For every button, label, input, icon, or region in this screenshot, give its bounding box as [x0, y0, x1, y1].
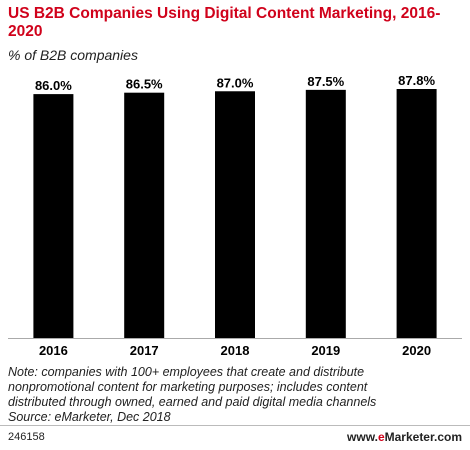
chart-id: 246158 [8, 431, 45, 443]
bar-2020[interactable] [396, 89, 437, 338]
chart-note: Note: companies with 100+ employees that… [8, 365, 463, 425]
data-label-2020: 87.8% [398, 73, 435, 88]
x-tick-label-2018: 2018 [221, 343, 250, 358]
note-line: nonpromotional content for marketing pur… [8, 380, 368, 394]
bar-2018[interactable] [215, 91, 255, 338]
data-label-2016: 86.0% [35, 78, 72, 93]
brand-prefix: www. [347, 430, 378, 444]
x-tick-label-2017: 2017 [130, 343, 159, 358]
source-line: Source: eMarketer, Dec 2018 [8, 410, 171, 424]
x-tick-label-2016: 2016 [39, 343, 68, 358]
bar-2016[interactable] [33, 94, 74, 338]
bar-2017[interactable] [124, 92, 165, 338]
data-label-2019: 87.5% [307, 74, 344, 89]
x-tick-label-2020: 2020 [402, 343, 431, 358]
x-tick-label-2019: 2019 [311, 343, 340, 358]
data-label-2018: 87.0% [217, 75, 254, 90]
brand-suffix: Marketer.com [384, 430, 462, 444]
note-line: Note: companies with 100+ employees that… [8, 365, 365, 379]
bar-chart: 86.0% 2016 86.5% 2017 87.0% 2018 87.5% 2019 87.8… [8, 73, 462, 358]
chart-subtitle: % of B2B companies [8, 47, 138, 63]
brand-logo[interactable]: www.eMarketer.com [347, 430, 462, 444]
note-line: distributed through owned, earned and pa… [8, 395, 377, 409]
footer: 246158 www.eMarketer.com [0, 425, 470, 450]
chart-title: US B2B Companies Using Digital Content M… [8, 5, 441, 40]
brand-e: e [377, 430, 385, 444]
data-label-2017: 86.5% [126, 77, 163, 92]
bar-2019[interactable] [305, 89, 346, 338]
